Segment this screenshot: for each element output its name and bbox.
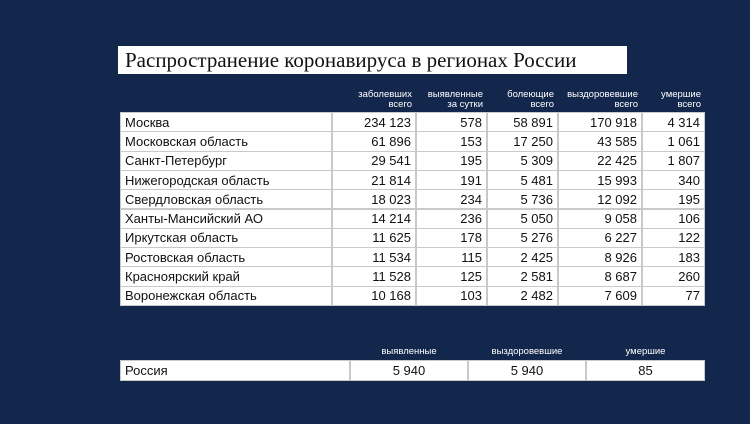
value-cell: 115	[416, 247, 487, 268]
summary-header: выздоровевшие	[491, 346, 563, 357]
value-cell: 234 123	[332, 112, 416, 133]
value-cell: 5 309	[487, 150, 558, 171]
value-cell: 9 058	[558, 208, 642, 229]
region-cell: Свердловская область	[120, 189, 332, 210]
summary-name: Россия	[120, 360, 350, 381]
value-cell: 178	[416, 227, 487, 249]
value-cell: 11 534	[332, 247, 416, 268]
value-cell: 14 214	[332, 208, 416, 229]
header-line: за сутки	[447, 99, 483, 110]
value-cell: 260	[642, 266, 705, 287]
column-header: болеющие всего	[487, 90, 554, 110]
column-header: выздоровевшие всего	[558, 90, 638, 110]
value-cell: 6 227	[558, 227, 642, 249]
value-cell: 5 481	[487, 169, 558, 191]
summary-value: 85	[586, 360, 705, 381]
region-cell: Иркутская область	[120, 227, 332, 249]
header-line: умершие	[661, 89, 701, 100]
value-cell: 234	[416, 189, 487, 210]
region-cell: Красноярский край	[120, 266, 332, 287]
value-cell: 153	[416, 131, 487, 152]
summary-header: умершие	[625, 346, 666, 357]
value-cell: 8 926	[558, 247, 642, 268]
value-cell: 2 581	[487, 266, 558, 287]
value-cell: 58 891	[487, 112, 558, 133]
region-cell: Нижегородская область	[120, 169, 332, 191]
summary-header: выявленные	[381, 346, 437, 357]
value-cell: 2 425	[487, 247, 558, 268]
header-line: выявленные	[427, 89, 483, 100]
region-cell: Москва	[120, 112, 332, 133]
header-line: всего	[530, 99, 554, 110]
value-cell: 12 092	[558, 189, 642, 210]
region-cell: Ханты-Мансийский АО	[120, 208, 332, 229]
column-header: заболевших всего	[332, 90, 412, 110]
value-cell: 195	[642, 189, 705, 210]
value-cell: 17 250	[487, 131, 558, 152]
title: Распространение коронавируса в регионах …	[118, 46, 627, 74]
value-cell: 7 609	[558, 285, 642, 306]
header-line: заболевших	[358, 89, 412, 100]
header-line: всего	[388, 99, 412, 110]
header-line: всего	[677, 99, 701, 110]
value-cell: 15 993	[558, 169, 642, 191]
value-cell: 4 314	[642, 112, 705, 133]
value-cell: 5 736	[487, 189, 558, 210]
value-cell: 43 585	[558, 131, 642, 152]
column-header: умершие всего	[642, 90, 701, 110]
header-line: болеющие	[507, 89, 554, 100]
value-cell: 103	[416, 285, 487, 306]
value-cell: 77	[642, 285, 705, 306]
value-cell: 61 896	[332, 131, 416, 152]
value-cell: 21 814	[332, 169, 416, 191]
value-cell: 8 687	[558, 266, 642, 287]
value-cell: 2 482	[487, 285, 558, 306]
value-cell: 195	[416, 150, 487, 171]
value-cell: 122	[642, 227, 705, 249]
region-cell: Ростовская область	[120, 247, 332, 268]
region-cell: Московская область	[120, 131, 332, 152]
header-line: выздоровевшие	[567, 89, 638, 100]
value-cell: 106	[642, 208, 705, 229]
region-cell: Воронежская область	[120, 285, 332, 306]
value-cell: 11 528	[332, 266, 416, 287]
value-cell: 29 541	[332, 150, 416, 171]
region-cell: Санкт-Петербург	[120, 150, 332, 171]
value-cell: 183	[642, 247, 705, 268]
value-cell: 22 425	[558, 150, 642, 171]
column-header: выявленные за сутки	[416, 90, 483, 110]
value-cell: 340	[642, 169, 705, 191]
value-cell: 1 807	[642, 150, 705, 171]
value-cell: 11 625	[332, 227, 416, 249]
summary-value: 5 940	[468, 360, 586, 381]
value-cell: 191	[416, 169, 487, 191]
value-cell: 236	[416, 208, 487, 229]
value-cell: 170 918	[558, 112, 642, 133]
value-cell: 10 168	[332, 285, 416, 306]
header-line: всего	[614, 99, 638, 110]
value-cell: 5 050	[487, 208, 558, 229]
value-cell: 18 023	[332, 189, 416, 210]
value-cell: 125	[416, 266, 487, 287]
value-cell: 578	[416, 112, 487, 133]
summary-value: 5 940	[350, 360, 468, 381]
value-cell: 1 061	[642, 131, 705, 152]
value-cell: 5 276	[487, 227, 558, 249]
